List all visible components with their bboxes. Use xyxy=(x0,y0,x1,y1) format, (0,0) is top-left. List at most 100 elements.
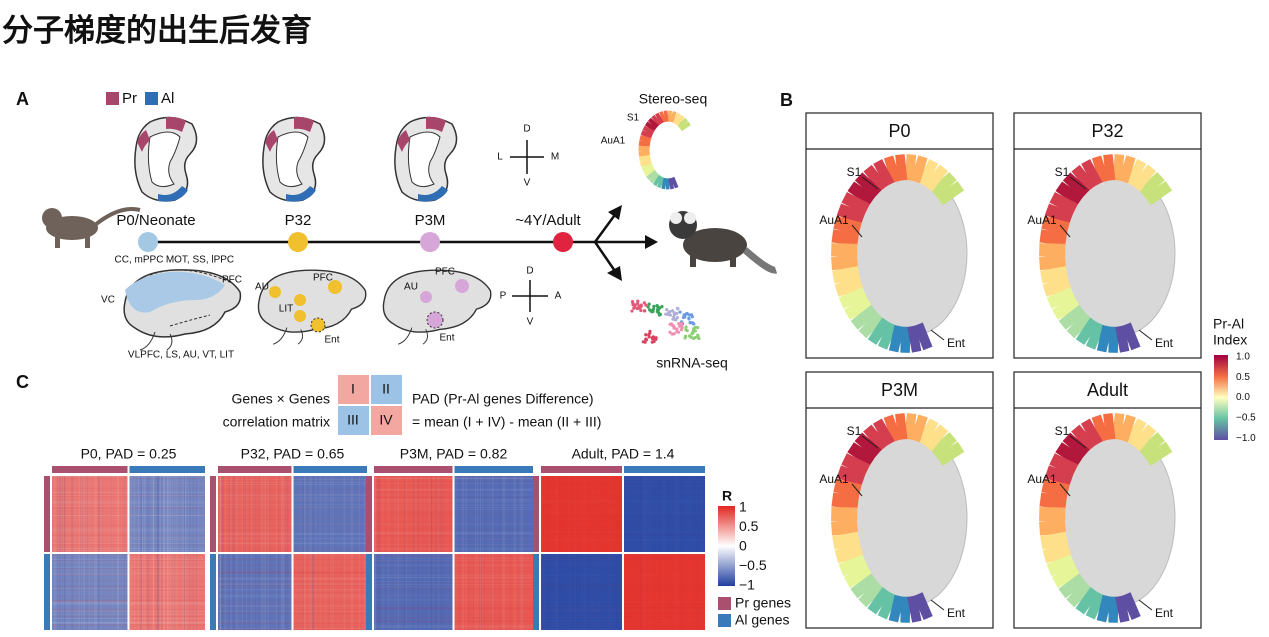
compass-label: L xyxy=(497,152,503,163)
umap-point xyxy=(655,309,659,314)
gradient-segment xyxy=(838,287,868,309)
gradient-segment xyxy=(1137,432,1165,458)
colorbar xyxy=(1214,355,1228,440)
gradient-segment xyxy=(850,573,879,599)
region-label: AuA1 xyxy=(1027,472,1057,486)
heatmap-block xyxy=(128,553,205,630)
region-label: S1 xyxy=(847,424,862,438)
umap-point xyxy=(669,322,673,326)
umap-point xyxy=(685,311,689,316)
gradient-segment xyxy=(643,166,656,177)
gradient-segment xyxy=(639,135,652,143)
gradient-segment xyxy=(907,595,922,623)
gene-bar xyxy=(52,466,128,473)
heatmap-block xyxy=(374,476,454,553)
region-label: VC xyxy=(101,295,115,306)
gradient-segment xyxy=(883,155,901,184)
gradient-segment xyxy=(917,418,939,446)
block-label: IV xyxy=(379,412,393,428)
leader xyxy=(1138,599,1153,611)
umap-point xyxy=(672,311,676,315)
arrowhead xyxy=(607,205,658,281)
panel-label: A xyxy=(16,89,29,109)
umap-point xyxy=(637,304,641,308)
gene-bar xyxy=(624,466,705,473)
legend-swatch xyxy=(106,92,119,105)
gene-bar xyxy=(218,466,292,473)
gradient-segment xyxy=(841,453,871,476)
gradient-segment xyxy=(1055,181,1084,206)
panel-title: P0 xyxy=(888,121,910,141)
legend-label: Pr genes xyxy=(735,595,791,611)
region-patch xyxy=(125,271,225,313)
region-dot xyxy=(328,280,342,294)
gradient-segment xyxy=(832,266,861,284)
gradient-segment xyxy=(1046,287,1076,309)
gradient-segment xyxy=(1071,424,1097,452)
umap-point xyxy=(630,300,635,304)
umap-point xyxy=(693,336,697,340)
region-dot xyxy=(420,291,432,303)
gradient-segment xyxy=(834,276,864,297)
panel-label: C xyxy=(16,372,29,392)
gradient-segment xyxy=(1085,591,1106,620)
region-label: LIT xyxy=(279,304,293,315)
gradient-segment xyxy=(1096,324,1112,353)
region-dot xyxy=(294,294,306,306)
region-label: PFC xyxy=(435,267,455,278)
region-label: CC, mPPC xyxy=(115,255,164,266)
region-label: S1 xyxy=(1055,424,1070,438)
gradient-segment xyxy=(1044,465,1074,487)
umap-point xyxy=(675,330,679,334)
panel-title: P3M xyxy=(881,380,918,400)
gradient-segment xyxy=(867,317,891,345)
colorbar-tick-label: −1 xyxy=(739,577,755,593)
leader xyxy=(861,176,879,190)
leader xyxy=(851,224,863,238)
gradient-segment xyxy=(867,587,892,615)
gradient-segment xyxy=(836,203,866,225)
umap-point xyxy=(676,307,680,311)
region-dot xyxy=(310,317,326,333)
gradient-segment xyxy=(659,111,667,123)
gradient-segment xyxy=(847,181,876,206)
stage-label: P3M xyxy=(415,212,446,229)
umap-point xyxy=(675,316,680,320)
matrix-block xyxy=(371,406,402,435)
hemisphere-icon xyxy=(134,116,198,203)
gradient-segment xyxy=(641,163,654,172)
stage-dot xyxy=(420,232,440,252)
gradient-segment xyxy=(1121,592,1141,621)
heatmap-title: Adult, PAD = 1.4 xyxy=(572,446,675,462)
heatmap-block xyxy=(623,553,705,630)
panel-title: P32 xyxy=(1091,121,1123,141)
gradient-segment xyxy=(863,424,889,452)
umap-point xyxy=(652,339,656,344)
colorbar xyxy=(718,506,735,586)
gradient-segment xyxy=(930,171,957,198)
gene-bar xyxy=(374,466,453,473)
stage-dot xyxy=(138,232,158,252)
leader xyxy=(930,329,945,341)
heatmap-block xyxy=(128,476,205,553)
pad-definition: PAD (Pr-Al genes Difference) xyxy=(412,391,594,407)
gradient-segment xyxy=(1115,325,1130,353)
gradient-segment xyxy=(907,325,922,353)
gene-bar xyxy=(366,476,372,552)
region-label: PFC xyxy=(222,275,242,286)
heatmap-block xyxy=(541,476,623,553)
colorbar-tick-label: 0.5 xyxy=(1236,372,1250,383)
gradient-segment xyxy=(1075,587,1100,615)
gradient-segment xyxy=(858,311,885,339)
region-label: S1 xyxy=(1055,165,1070,179)
region-label: S1 xyxy=(847,165,862,179)
gradient-segment xyxy=(833,216,862,235)
gene-bar xyxy=(44,554,50,630)
matrix-block xyxy=(371,375,402,404)
gradient-segment xyxy=(1042,276,1072,297)
gradient-segment xyxy=(847,442,876,467)
region-label: AuA1 xyxy=(1027,213,1057,227)
heatmap-block xyxy=(453,476,533,553)
gradient-segment xyxy=(910,155,928,184)
gene-bar xyxy=(210,476,216,552)
